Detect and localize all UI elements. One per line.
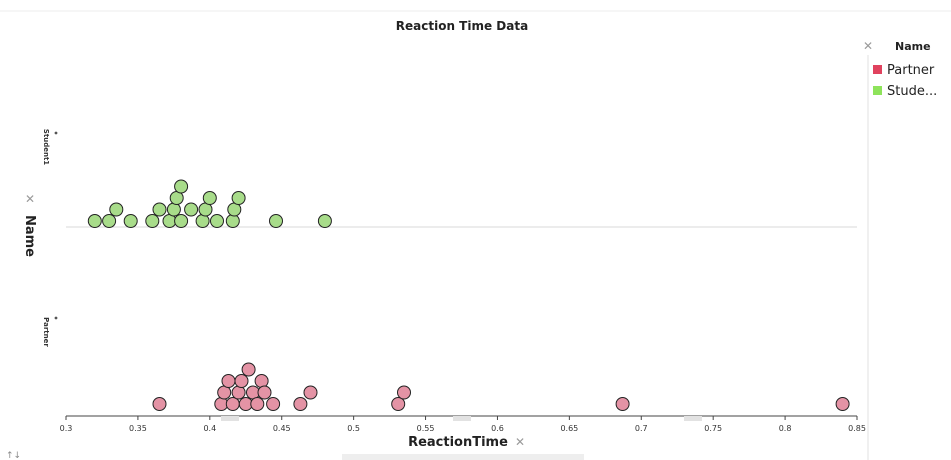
x-axis-ticks: 0.3 0.35 0.4 0.45 0.5 0.55 0.6 0.65 0.7 0.75 0.8 0.… xyxy=(60,416,866,433)
data-points xyxy=(87,179,850,411)
axis-drag-handle-right[interactable] xyxy=(684,416,702,421)
data-point-student1[interactable] xyxy=(210,214,224,228)
data-point-student1[interactable] xyxy=(184,202,199,217)
data-point-partner[interactable] xyxy=(303,385,318,400)
data-point-student1[interactable] xyxy=(269,214,283,228)
sort-order-icon[interactable]: ↑↓ xyxy=(6,451,21,460)
data-point-partner[interactable] xyxy=(254,374,269,388)
x-tick-label: 0.8 xyxy=(779,424,792,433)
data-point-student1[interactable] xyxy=(174,179,189,194)
axis-drag-handle-middle[interactable] xyxy=(453,416,471,421)
x-tick-label: 0.75 xyxy=(704,424,722,433)
remove-legend-attribute-icon[interactable]: ✕ xyxy=(863,39,873,53)
bottom-scroll-area[interactable] xyxy=(342,454,584,460)
legend-title: Name xyxy=(895,40,931,53)
legend-swatch-partner[interactable] xyxy=(873,65,882,74)
data-point-partner[interactable] xyxy=(231,385,246,400)
data-point-partner[interactable] xyxy=(152,397,167,411)
category-marker-student1 xyxy=(54,131,58,135)
category-label-partner: Partner xyxy=(42,317,50,347)
x-tick-label: 0.7 xyxy=(635,424,648,433)
remove-y-attribute-icon[interactable]: ✕ xyxy=(25,192,35,206)
data-point-partner[interactable] xyxy=(266,397,281,411)
x-tick-label: 0.6 xyxy=(491,424,504,433)
data-point-partner[interactable] xyxy=(391,397,406,411)
data-point-student1[interactable] xyxy=(109,202,124,217)
data-point-partner[interactable] xyxy=(221,374,236,388)
x-tick-label: 0.55 xyxy=(417,424,435,433)
x-tick-label: 0.3 xyxy=(60,424,73,433)
legend-swatch-student[interactable] xyxy=(873,86,882,95)
data-point-student1[interactable] xyxy=(87,214,102,228)
data-point-partner[interactable] xyxy=(835,397,850,411)
category-label-student1: Student1 xyxy=(42,129,50,165)
data-point-student1[interactable] xyxy=(102,214,117,228)
data-point-student1[interactable] xyxy=(195,214,210,228)
data-point-student1[interactable] xyxy=(123,214,138,228)
data-point-student1[interactable] xyxy=(317,214,332,228)
legend-label-student[interactable]: Stude... xyxy=(887,84,937,99)
x-tick-label: 0.85 xyxy=(848,424,866,433)
x-tick-label: 0.5 xyxy=(347,424,360,433)
data-point-partner[interactable] xyxy=(257,385,272,400)
data-point-student1[interactable] xyxy=(152,202,167,217)
data-point-partner[interactable] xyxy=(225,397,240,411)
data-point-student1[interactable] xyxy=(225,214,240,228)
data-point-partner[interactable] xyxy=(615,397,630,411)
x-tick-label: 0.4 xyxy=(203,424,216,433)
chart-title: Reaction Time Data xyxy=(396,19,528,33)
data-point-student1[interactable] xyxy=(202,191,217,205)
legend-label-partner[interactable]: Partner xyxy=(887,63,935,78)
data-point-partner[interactable] xyxy=(250,397,265,411)
data-point-partner[interactable] xyxy=(241,362,256,377)
data-point-student1[interactable] xyxy=(231,191,246,205)
category-marker-partner xyxy=(54,316,58,320)
data-point-partner[interactable] xyxy=(397,385,411,400)
x-tick-label: 0.35 xyxy=(129,424,147,433)
y-axis-label[interactable]: Name xyxy=(22,215,37,257)
data-point-student1[interactable] xyxy=(145,214,160,228)
x-tick-label: 0.65 xyxy=(560,424,578,433)
x-axis-label[interactable]: ReactionTime xyxy=(408,435,508,450)
data-point-student1[interactable] xyxy=(166,202,181,217)
remove-x-attribute-icon[interactable]: ✕ xyxy=(515,435,525,449)
data-point-partner[interactable] xyxy=(234,374,249,388)
x-tick-label: 0.45 xyxy=(273,424,291,433)
axis-drag-handle-left[interactable] xyxy=(221,416,239,421)
data-point-partner[interactable] xyxy=(293,397,308,411)
data-point-student1[interactable] xyxy=(174,214,189,228)
